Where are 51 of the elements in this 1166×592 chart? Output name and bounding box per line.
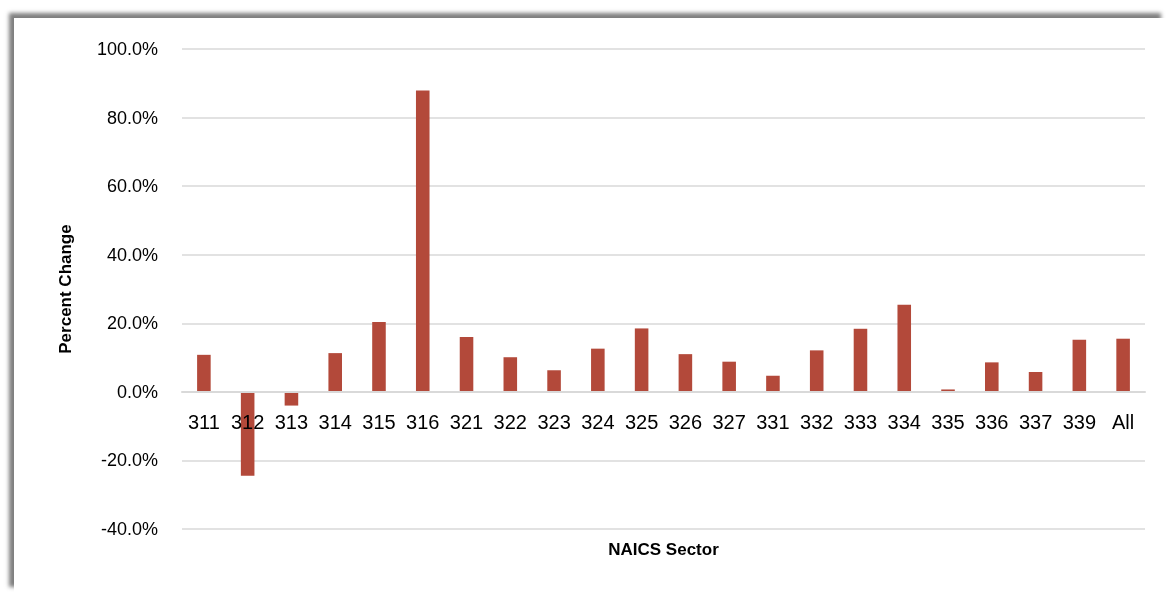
x-tick-label: 336 (975, 410, 1009, 433)
bar (284, 391, 299, 406)
x-tick-label: 324 (581, 410, 615, 433)
x-tick-label: 332 (800, 410, 834, 433)
y-tick-label: -40.0% (100, 519, 158, 539)
bar (459, 337, 474, 392)
x-tick-label: 339 (1062, 410, 1097, 433)
bar (591, 348, 605, 392)
bar (985, 362, 999, 392)
bar (1116, 338, 1130, 392)
x-tick-label: 313 (274, 410, 309, 433)
x-tick-label: All (1112, 410, 1135, 433)
x-tick-label: 323 (537, 410, 571, 433)
x-tick-label: 337 (1018, 410, 1053, 433)
bar (372, 321, 386, 392)
x-axis-title: NAICS Sector (608, 540, 720, 559)
bar (809, 350, 824, 392)
x-tick-label: 334 (887, 410, 921, 433)
y-tick-label: 100.0% (96, 39, 158, 59)
y-tick-label: -20.0% (100, 450, 158, 471)
bar (678, 354, 693, 392)
x-tick-label: 314 (318, 410, 352, 433)
bar (1072, 339, 1087, 392)
bar (1028, 371, 1043, 392)
y-axis-title: Percent Change (56, 224, 75, 354)
bar (766, 375, 780, 392)
y-tick-label: 20.0% (106, 313, 158, 334)
y-tick-label: 60.0% (106, 176, 158, 197)
x-tick-label: 311 (187, 410, 220, 433)
x-tick-label: 326 (668, 410, 703, 433)
x-tick-label: 322 (493, 410, 527, 433)
x-tick-label: 316 (406, 410, 440, 433)
x-tick-label: 335 (931, 410, 965, 433)
y-tick-label: 0.0% (116, 381, 158, 402)
bar (722, 361, 736, 392)
bar (328, 353, 342, 392)
bar (853, 328, 868, 392)
x-tick-label: 331 (756, 410, 790, 433)
y-tick-label: 80.0% (106, 107, 158, 128)
bar (634, 328, 649, 392)
x-tick-label: 315 (362, 410, 396, 433)
x-tick-label: 333 (843, 410, 878, 433)
y-tick-label: 40.0% (106, 244, 158, 265)
bar (415, 90, 430, 392)
x-tick-label: 327 (712, 410, 746, 433)
x-tick-label: 325 (624, 410, 659, 433)
bar (897, 304, 912, 392)
bar (197, 354, 211, 392)
x-tick-label: 321 (449, 410, 484, 433)
bar (547, 370, 561, 392)
bar (503, 357, 518, 392)
